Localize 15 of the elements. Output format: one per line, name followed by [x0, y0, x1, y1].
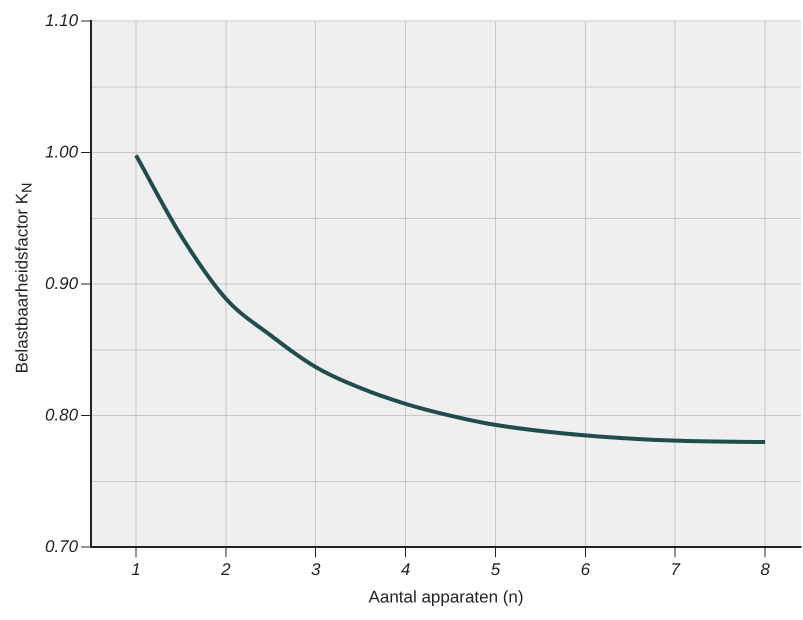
y-tick-label: 0.80	[44, 405, 79, 424]
line-series	[134, 153, 768, 444]
y-tick-label: 1.00	[44, 142, 79, 162]
x-tick-label: 3	[311, 560, 322, 580]
x-tick-label: 7	[670, 560, 680, 580]
y-tick-label: 0.90	[44, 274, 79, 293]
y-tick-label: 0.70	[44, 536, 79, 556]
x-tick-label: 5	[490, 560, 501, 580]
x-tick-label: 6	[580, 560, 591, 580]
x-axis-title: Aantal apparaten (n)	[368, 587, 524, 606]
x-tick-label: 8	[760, 560, 770, 580]
x-tick-label: 1	[131, 560, 141, 580]
x-tick-label: 2	[220, 560, 232, 580]
y-tick-label: 1.10	[44, 10, 79, 30]
x-tick-label: 4	[400, 560, 410, 580]
